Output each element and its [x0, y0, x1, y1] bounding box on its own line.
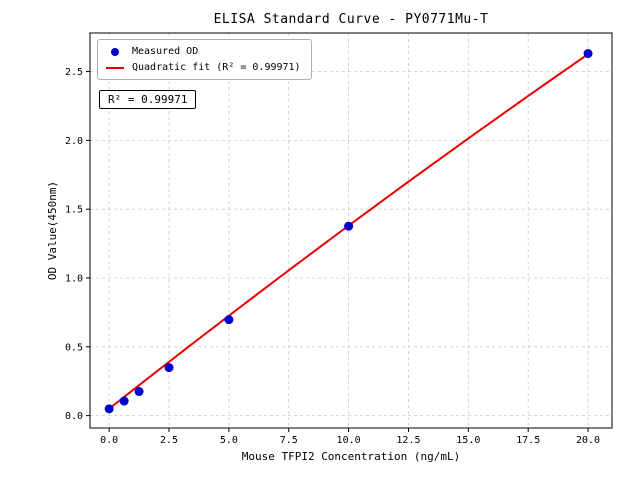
data-point: [224, 315, 234, 325]
legend-item: Quadratic fit (R² = 0.99971): [106, 62, 301, 73]
legend: Measured OD Quadratic fit (R² = 0.99971): [97, 39, 312, 80]
y-tick-label: 1.5: [65, 205, 83, 216]
x-tick-label: 10.0: [337, 435, 361, 446]
chart-title: ELISA Standard Curve - PY0771Mu-T: [213, 12, 489, 27]
y-tick-label: 1.0: [65, 273, 83, 284]
data-point: [134, 387, 144, 397]
legend-item-label: Quadratic fit (R² = 0.99971): [132, 62, 301, 73]
legend-item-label: Measured OD: [132, 46, 199, 57]
data-point: [119, 396, 129, 406]
data-point: [344, 221, 354, 231]
x-tick-label: 2.5: [160, 435, 178, 446]
y-axis-label: OD Value(450nm): [46, 180, 60, 281]
x-tick-label: 12.5: [396, 435, 420, 446]
legend-marker-line: [106, 66, 124, 69]
data-point: [583, 49, 593, 59]
y-tick-label: 0.5: [65, 342, 83, 353]
data-point: [164, 363, 174, 373]
axes-border: [89, 32, 613, 429]
data-point: [104, 404, 114, 414]
x-tick-label: 17.5: [516, 435, 540, 446]
legend-marker-circle: [111, 47, 119, 56]
y-tick-label: 0.0: [65, 411, 83, 422]
x-axis-label: Mouse TFPI2 Concentration (ng/mL): [241, 450, 461, 463]
y-axis-label-container: OD Value(450nm): [44, 33, 62, 428]
x-tick-label: 5.0: [220, 435, 238, 446]
legend-item: Measured OD: [106, 46, 301, 57]
y-tick-label: 2.0: [65, 136, 83, 147]
r-squared-annotation: R² = 0.99971: [99, 90, 197, 109]
x-tick-label: 15.0: [456, 435, 480, 446]
x-tick-label: 7.5: [280, 435, 298, 446]
x-tick-label: 0.0: [100, 435, 118, 446]
y-tick-label: 2.5: [65, 67, 83, 78]
x-tick-label: 20.0: [576, 435, 600, 446]
